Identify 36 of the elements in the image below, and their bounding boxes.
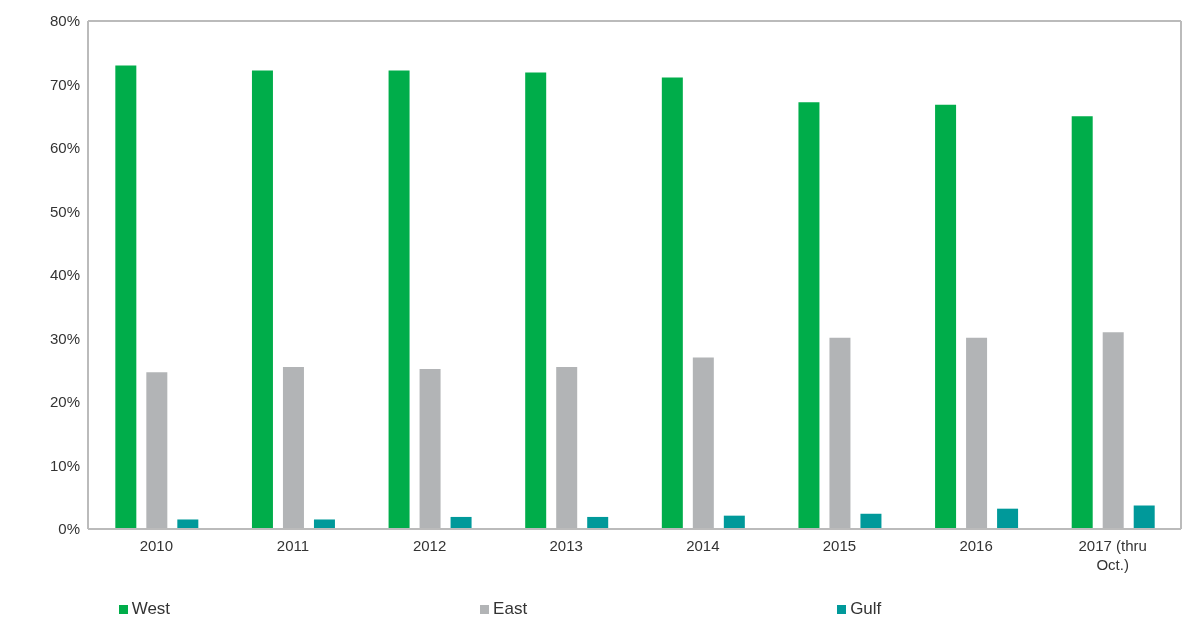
x-tick-label: 2012 [412, 537, 447, 554]
legend-label: West [131, 599, 171, 618]
bar [177, 519, 199, 529]
bar [661, 77, 683, 529]
x-tick-label: 2011 [276, 537, 310, 554]
y-tick-label: 40% [49, 266, 80, 284]
bar [1133, 505, 1155, 529]
bar [860, 513, 882, 529]
legend-label: Gulf [850, 599, 882, 618]
bar [723, 515, 745, 529]
bar [1071, 116, 1093, 529]
bar [935, 104, 957, 529]
bar [251, 70, 273, 529]
y-tick-label: 50% [49, 202, 80, 220]
y-tick-label: 0% [58, 520, 80, 538]
bar [450, 516, 472, 529]
bar [388, 70, 410, 529]
y-tick-label: 60% [49, 139, 80, 157]
x-tick-label: 2013 [549, 537, 583, 554]
bar [313, 519, 335, 529]
bar [525, 72, 547, 529]
bar [115, 65, 137, 529]
bar [997, 508, 1019, 529]
y-tick-label: 70% [49, 75, 80, 93]
x-tick-label: 2014 [686, 537, 720, 554]
bar [587, 516, 609, 529]
x-tick-label: 2017 (thru Oct.) [1078, 537, 1147, 573]
y-tick-label: 20% [49, 393, 80, 411]
x-tick-label: 2010 [139, 537, 173, 554]
y-tick-label: 10% [49, 456, 80, 474]
x-tick-label: 2015 [822, 537, 857, 554]
legend-label: East [493, 599, 528, 618]
bar [798, 102, 820, 529]
y-tick-label: 30% [49, 329, 80, 347]
y-tick-label: 80% [49, 12, 80, 30]
x-tick-label: 2016 [959, 537, 993, 554]
